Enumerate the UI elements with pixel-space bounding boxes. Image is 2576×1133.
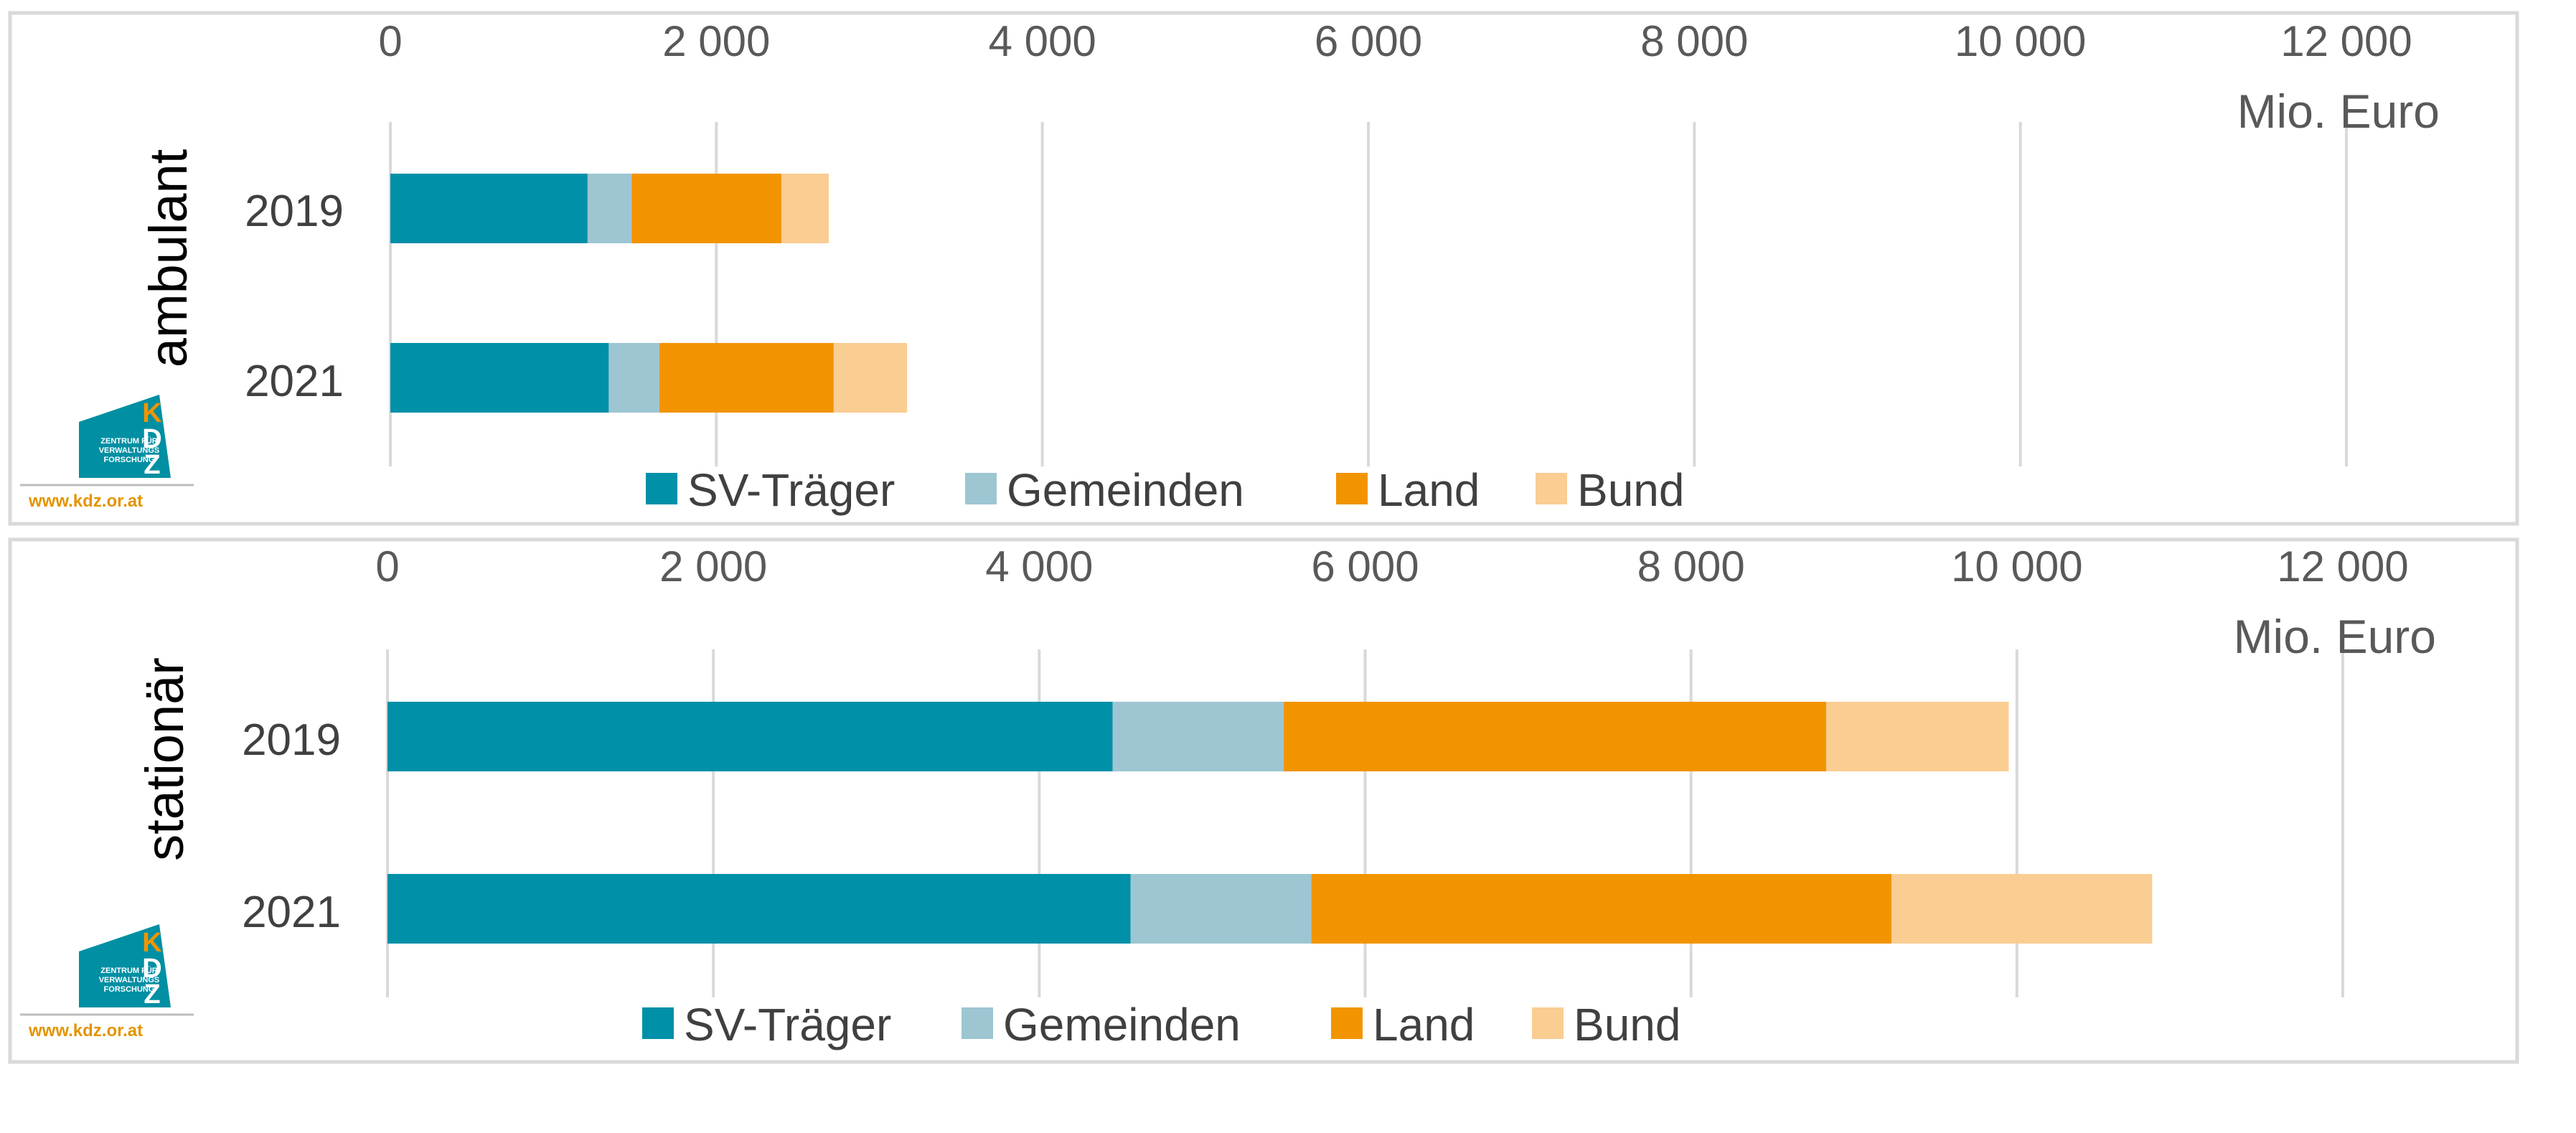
legend-label: SV-Träger bbox=[684, 999, 891, 1050]
x-tick-label: 10 000 bbox=[1955, 17, 2087, 65]
logo-url: www.kdz.or.at bbox=[28, 492, 143, 511]
bar-segment bbox=[387, 702, 1113, 771]
logo-badge bbox=[79, 395, 171, 478]
bar-segment bbox=[608, 343, 659, 413]
x-tick-label: 6 000 bbox=[1311, 542, 1419, 591]
legend-swatch bbox=[965, 473, 997, 504]
x-tick-label: 0 bbox=[378, 17, 402, 65]
legend-swatch bbox=[962, 1007, 993, 1039]
logo-text: FORSCHUNG bbox=[104, 985, 155, 994]
logo-initial: D bbox=[142, 424, 161, 454]
legend-label: Gemeinden bbox=[1007, 464, 1244, 516]
logo-initial: K bbox=[142, 398, 162, 428]
x-tick-label: 8 000 bbox=[1637, 542, 1745, 591]
legend-swatch bbox=[646, 473, 677, 504]
logo-url: www.kdz.or.at bbox=[28, 1021, 143, 1040]
legend-label: Land bbox=[1373, 999, 1475, 1050]
bar-segment bbox=[1283, 702, 1827, 771]
legend-swatch bbox=[1336, 473, 1368, 504]
legend-label: Bund bbox=[1577, 464, 1684, 516]
category-label: 2021 bbox=[245, 357, 344, 406]
legend-label: Bund bbox=[1574, 999, 1680, 1050]
x-tick-label: 4 000 bbox=[985, 542, 1093, 591]
group-label: stationär bbox=[135, 657, 194, 861]
bar-segment bbox=[631, 174, 782, 243]
logo-text: ZENTRUM FÜR bbox=[100, 436, 157, 446]
panel-frame bbox=[8, 537, 2519, 1064]
x-tick-label: 2 000 bbox=[662, 17, 770, 65]
logo-initial: Z bbox=[144, 979, 160, 1010]
unit-label: Mio. Euro bbox=[2234, 610, 2436, 663]
chart-panel-stationär: 0 2 000 4 000 6 000 8 000 10 000 12 000 Mio. Eu… bbox=[8, 537, 2519, 1064]
logo-text: VERWALTUNGS bbox=[99, 976, 160, 984]
legend-swatch bbox=[1532, 1007, 1564, 1039]
panel-frame bbox=[8, 11, 2519, 526]
legend-label: Gemeinden bbox=[1003, 999, 1241, 1050]
x-tick-label: 8 000 bbox=[1640, 17, 1748, 65]
logo-initial: D bbox=[142, 954, 161, 984]
bar-segment bbox=[390, 343, 609, 413]
legend-label: Land bbox=[1378, 464, 1480, 516]
chart-panel-ambulant: 0 2 000 4 000 6 000 8 000 10 000 12 000 Mio. Eu… bbox=[8, 11, 2519, 526]
legend-swatch bbox=[1331, 1007, 1363, 1039]
unit-label: Mio. Euro bbox=[2237, 85, 2440, 138]
category-label: 2021 bbox=[242, 888, 341, 937]
x-tick-label: 4 000 bbox=[989, 17, 1096, 65]
category-label: 2019 bbox=[242, 715, 341, 765]
legend-swatch bbox=[1536, 473, 1567, 504]
x-tick-label: 2 000 bbox=[659, 542, 767, 591]
group-label: ambulant bbox=[138, 149, 198, 367]
logo-badge bbox=[79, 924, 171, 1007]
bar-segment bbox=[833, 343, 908, 413]
legend-label: SV-Träger bbox=[687, 464, 895, 516]
x-tick-label: 10 000 bbox=[1951, 542, 2083, 591]
logo-text: ZENTRUM FÜR bbox=[100, 966, 157, 975]
bar-segment bbox=[587, 174, 632, 243]
logo-initial: K bbox=[142, 928, 162, 958]
x-tick-label: 12 000 bbox=[2280, 17, 2412, 65]
bar-segment bbox=[387, 874, 1131, 944]
x-tick-label: 12 000 bbox=[2277, 542, 2409, 591]
bar-segment bbox=[659, 343, 834, 413]
bar-segment bbox=[1891, 874, 2153, 944]
bar-segment bbox=[1311, 874, 1891, 944]
legend-swatch bbox=[642, 1007, 674, 1039]
category-label: 2019 bbox=[245, 187, 344, 236]
x-tick-label: 6 000 bbox=[1315, 17, 1422, 65]
logo-text: VERWALTUNGS bbox=[99, 446, 160, 455]
bar-segment bbox=[390, 174, 588, 243]
bar-segment bbox=[1130, 874, 1312, 944]
bar-segment bbox=[1826, 702, 2009, 771]
bar-segment bbox=[1112, 702, 1284, 771]
x-tick-label: 0 bbox=[375, 542, 399, 591]
logo-text: FORSCHUNG bbox=[104, 456, 155, 464]
bar-segment bbox=[781, 174, 829, 243]
logo-initial: Z bbox=[144, 450, 160, 480]
